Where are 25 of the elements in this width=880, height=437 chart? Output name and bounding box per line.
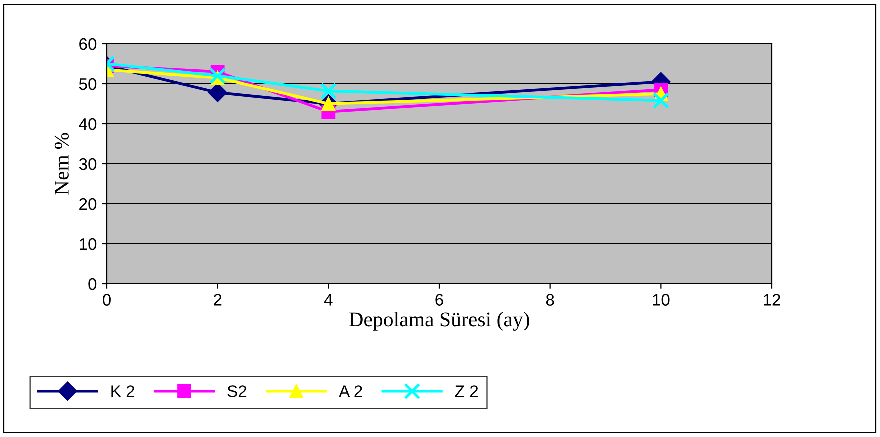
point (208, 83, 228, 102)
point (652, 92, 670, 110)
point (322, 97, 336, 111)
x-tick-label: 6 (436, 294, 444, 306)
x-tick-label: 0 (103, 294, 111, 306)
y-tick-label: 10 (80, 238, 97, 250)
x-tick-label: 10 (653, 294, 670, 306)
y-tick-label: 40 (79, 118, 97, 130)
x-axis-title: Depolama Süresi (ay) (349, 312, 530, 331)
legend-label: Z 2 (455, 386, 478, 398)
y-tick-label: 30 (79, 158, 97, 170)
y-tick-label: 0 (88, 278, 97, 290)
y-tick-label: 20 (80, 198, 97, 210)
y-axis-title: Nem % (54, 133, 70, 195)
point (320, 82, 337, 100)
x-tick-label: 8 (546, 294, 554, 306)
x-tick-label: 4 (324, 294, 333, 306)
legend-label: K 2 (112, 386, 135, 398)
y-tick-label: 60 (80, 38, 97, 50)
point (210, 68, 226, 84)
legend-label: A 2 (339, 386, 362, 398)
x-tick-label: 2 (214, 294, 222, 306)
legend-label: S2 (228, 386, 247, 398)
x-tick-label: 12 (764, 294, 780, 306)
y-tick-label: 50 (79, 78, 97, 90)
